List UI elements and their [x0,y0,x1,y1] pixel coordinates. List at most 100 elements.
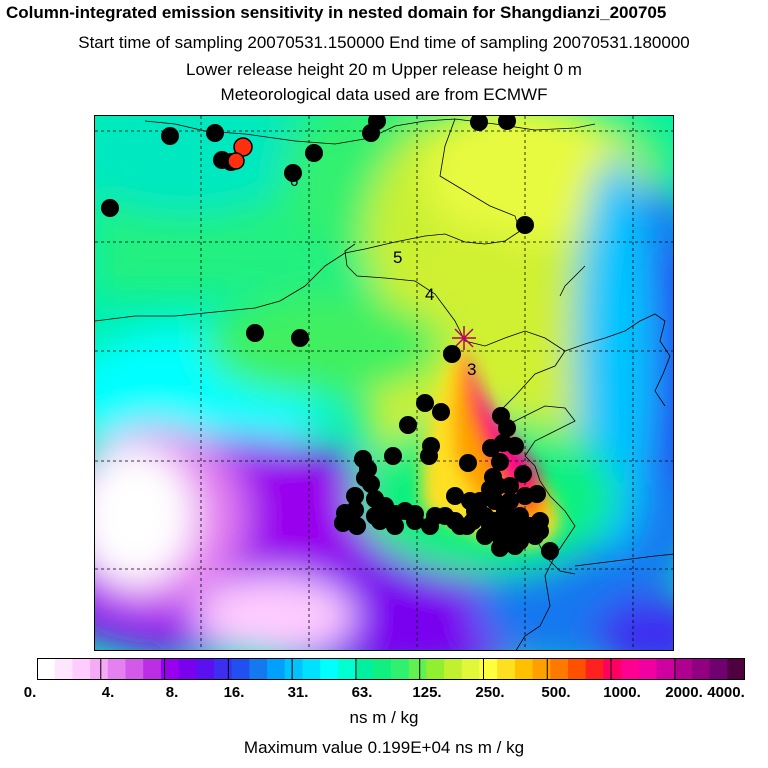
station-marker [506,437,524,455]
star-marker-icon [452,326,476,350]
colorbar-cell [444,658,463,680]
map-canvas: 6 5 4 3 [95,116,673,650]
station-marker [420,447,438,465]
station-marker [399,416,417,434]
station-markers [101,116,559,560]
sensitivity-field [95,116,673,650]
colorbar-cell [621,658,640,680]
station-marker [470,116,488,131]
time-label-4: 4 [425,285,434,304]
station-marker [498,419,516,437]
station-marker [498,116,516,130]
colorbar-cell [302,658,321,680]
colorbar-cell [674,658,693,680]
met-data-line: Meteorological data used are from ECMWF [220,85,548,104]
station-marker [284,164,302,182]
colorbar-cell [585,658,604,680]
lat-lon-grid [95,116,673,650]
colorbar-cell [391,658,410,680]
station-marker [491,453,509,471]
station-marker [476,527,494,545]
colorbar-cell [90,658,109,680]
station-marker [491,539,509,557]
colorbar-cell [638,658,658,680]
station-marker [346,501,364,519]
station-marker [531,522,549,540]
colorbar-cell [656,658,675,680]
time-label-3: 3 [467,360,476,379]
colorbar-cell [691,658,711,680]
colorbar-tick-label: 500. [541,684,571,701]
station-marker [396,502,414,520]
time-label-5: 5 [393,248,402,267]
colorbar-cell [178,658,197,680]
station-marker [528,485,546,503]
station-marker [101,199,119,217]
station-marker [346,487,364,505]
colorbar-cell [727,658,745,680]
station-marker [386,517,404,535]
station-marker [516,522,534,540]
colorbar-cell [125,658,144,680]
colorbar-tick-label: 250. [475,684,505,701]
colorbar-cell [284,658,304,680]
colorbar-cell [37,658,56,680]
colorbar-tick-label: 63. [351,684,373,701]
station-marker [362,124,380,142]
station-marker [432,403,450,421]
station-marker [206,124,224,142]
colorbar-cell [514,658,534,680]
station-marker [459,454,477,472]
colorbar-cell [249,658,268,680]
station-marker [305,144,323,162]
colorbar-cell [408,658,427,680]
colorbar-tick-label: 8. [165,684,179,701]
colorbar-tick-label: 0. [23,684,37,701]
colorbar-cell [532,658,551,680]
station-marker [514,465,532,483]
station-marker [348,517,366,535]
colorbar-cell [568,658,587,680]
colorbar-cell [231,658,250,680]
colorbar-tick-label: 31. [287,684,309,701]
station-marker [334,514,352,532]
colorbar [37,658,745,680]
colorbar-units: ns m / kg [349,708,419,727]
colorbar-cell [373,658,392,680]
station-marker [443,345,461,363]
colorbar-tick-label: 125. [412,684,442,701]
station-marker [421,517,439,535]
station-marker [516,216,534,234]
station-marker [471,492,489,510]
colorbar-cell [267,658,286,680]
colorbar-cell [497,658,516,680]
colorbar-cell [355,658,374,680]
colorbar-cell [143,658,162,680]
station-marker [291,329,309,347]
colorbar-cell [337,658,357,680]
colorbar-cell [72,658,91,680]
colorbar-cell [160,658,180,680]
station-marker [371,512,389,530]
map-title: Column-integrated emission sensitivity i… [6,3,667,22]
station-marker [416,394,434,412]
colorbar-cell [320,658,339,680]
colorbar-cell [426,658,445,680]
colorbar-tick-label: 1000. [603,684,641,701]
colorbar-tick-label: 4000. [707,684,745,701]
station-marker [356,469,374,487]
colorbar-cell [479,658,498,680]
station-marker [482,439,500,457]
sampling-time-line: Start time of sampling 20070531.150000 E… [78,33,690,52]
station-marker [486,512,504,530]
colorbar-cell [196,658,215,680]
colorbar-cell [603,658,622,680]
station-marker [384,447,402,465]
colorbar-cell [461,658,481,680]
station-marker [446,487,464,505]
colorbar-tick-label: 4. [101,684,115,701]
maximum-value: Maximum value 0.199E+04 ns m / kg [243,738,525,757]
colorbar-cell [54,658,73,680]
sensitivity-map: 6 5 4 3 [94,115,674,651]
station-marker [541,542,559,560]
